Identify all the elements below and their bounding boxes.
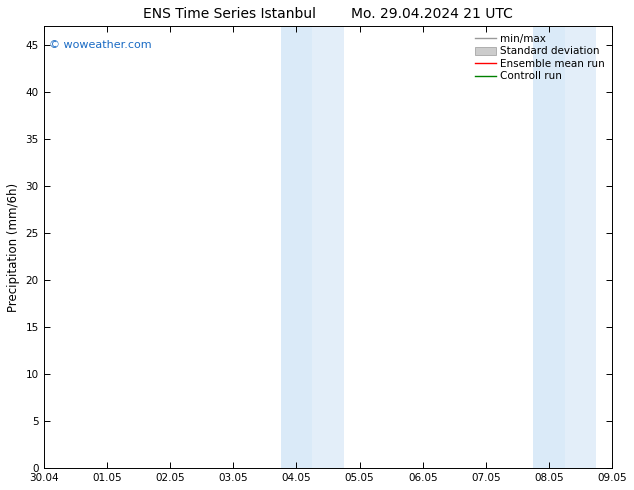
Legend: min/max, Standard deviation, Ensemble mean run, Controll run: min/max, Standard deviation, Ensemble me… — [473, 31, 607, 83]
Bar — [533, 26, 565, 468]
Bar — [565, 26, 597, 468]
Title: ENS Time Series Istanbul        Mo. 29.04.2024 21 UTC: ENS Time Series Istanbul Mo. 29.04.2024 … — [143, 7, 513, 21]
Text: © woweather.com: © woweather.com — [49, 40, 152, 49]
Y-axis label: Precipitation (mm/6h): Precipitation (mm/6h) — [7, 183, 20, 312]
Bar — [280, 26, 312, 468]
Bar — [312, 26, 344, 468]
